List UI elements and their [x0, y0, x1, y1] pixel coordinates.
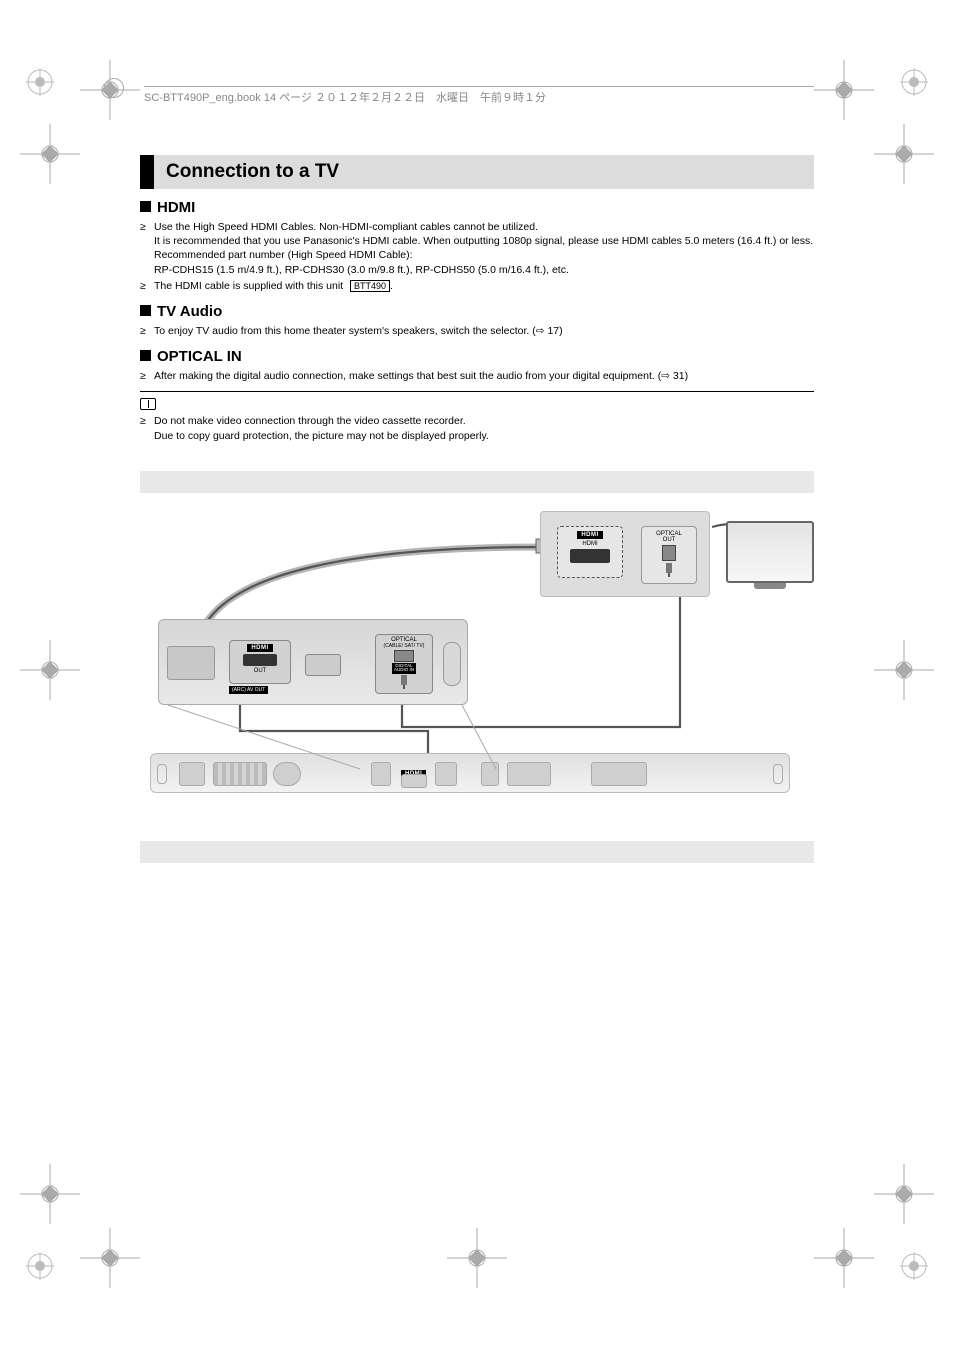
bullet-dot-icon: ≥ [140, 414, 154, 442]
opticalin-bullet-pre: After making the digital audio connectio… [154, 370, 661, 382]
tvaudio-bullet-list: ≥ To enjoy TV audio from this home theat… [140, 324, 814, 338]
hdmi-bullet-1: Use the High Speed HDMI Cables. Non-HDMI… [154, 220, 814, 277]
connection-diagram: HDMI HDMI OPTICAL OUT HDMI OUT (ARC) AV … [140, 501, 814, 821]
bullet-dot-icon: ≥ [140, 369, 154, 383]
opticalin-bullet-post: 31) [670, 370, 688, 382]
hdmi-bullet-2: The HDMI cable is supplied with this uni… [154, 279, 814, 293]
registration-mark-icon [26, 68, 54, 96]
registration-mark-icon [26, 1252, 54, 1280]
section-accent-bar [140, 155, 154, 189]
hdmi-bullet-2-pre: The HDMI cable is supplied with this uni… [154, 280, 343, 292]
section-title: Connection to a TV [154, 155, 814, 189]
crop-mark-icon [80, 1228, 140, 1288]
tvaudio-bullet-post: 17) [545, 325, 563, 337]
subheading-tvaudio: TV Audio [140, 303, 814, 320]
section-header: Connection to a TV [140, 155, 814, 189]
tvaudio-bullet-pre: To enjoy TV audio from this home theater… [154, 325, 536, 337]
subheading-tvaudio-text: TV Audio [157, 303, 222, 320]
crop-mark-icon [20, 124, 80, 184]
note-book-icon [140, 398, 156, 410]
bullet-dot-icon: ≥ [140, 279, 154, 293]
crop-mark-icon [20, 640, 80, 700]
crop-mark-icon [814, 1228, 874, 1288]
page-ref-arrow-icon: ⇨ [661, 370, 670, 382]
tvaudio-bullet-1: To enjoy TV audio from this home theater… [154, 324, 814, 338]
divider [140, 391, 814, 392]
subheading-opticalin-text: OPTICAL IN [157, 348, 242, 365]
diagram-band-top [140, 471, 814, 493]
registration-mark-icon [900, 1252, 928, 1280]
note-block: ≥ Do not make video connection through t… [140, 398, 814, 443]
hdmi-bullet-list: ≥ Use the High Speed HDMI Cables. Non-HD… [140, 220, 814, 293]
crop-mark-icon [874, 1164, 934, 1224]
bullet-dot-icon: ≥ [140, 324, 154, 338]
registration-mark-icon [900, 68, 928, 96]
opticalin-bullet-list: ≥ After making the digital audio connect… [140, 369, 814, 383]
subheading-hdmi-text: HDMI [157, 199, 195, 216]
opticalin-bullet-1: After making the digital audio connectio… [154, 369, 814, 383]
subheading-opticalin: OPTICAL IN [140, 348, 814, 365]
crop-mark-icon [874, 124, 934, 184]
page-header-meta: SC-BTT490P_eng.book 14 ページ ２０１２年２月２２日 水曜… [144, 86, 814, 105]
crop-mark-icon [20, 1164, 80, 1224]
crop-mark-icon [814, 60, 874, 120]
diagram-band-bottom [140, 841, 814, 863]
subheading-hdmi: HDMI [140, 199, 814, 216]
square-bullet-icon [140, 201, 151, 212]
bullet-dot-icon: ≥ [140, 220, 154, 277]
model-badge: BTT490 [350, 280, 390, 292]
note-text: Do not make video connection through the… [154, 414, 814, 442]
page-ref-arrow-icon: ⇨ [536, 325, 545, 337]
square-bullet-icon [140, 350, 151, 361]
square-bullet-icon [140, 305, 151, 316]
callout-lines [140, 501, 814, 821]
crop-mark-icon [447, 1228, 507, 1288]
header-meta-text: SC-BTT490P_eng.book 14 ページ ２０１２年２月２２日 水曜… [144, 92, 546, 104]
crop-mark-icon [874, 640, 934, 700]
